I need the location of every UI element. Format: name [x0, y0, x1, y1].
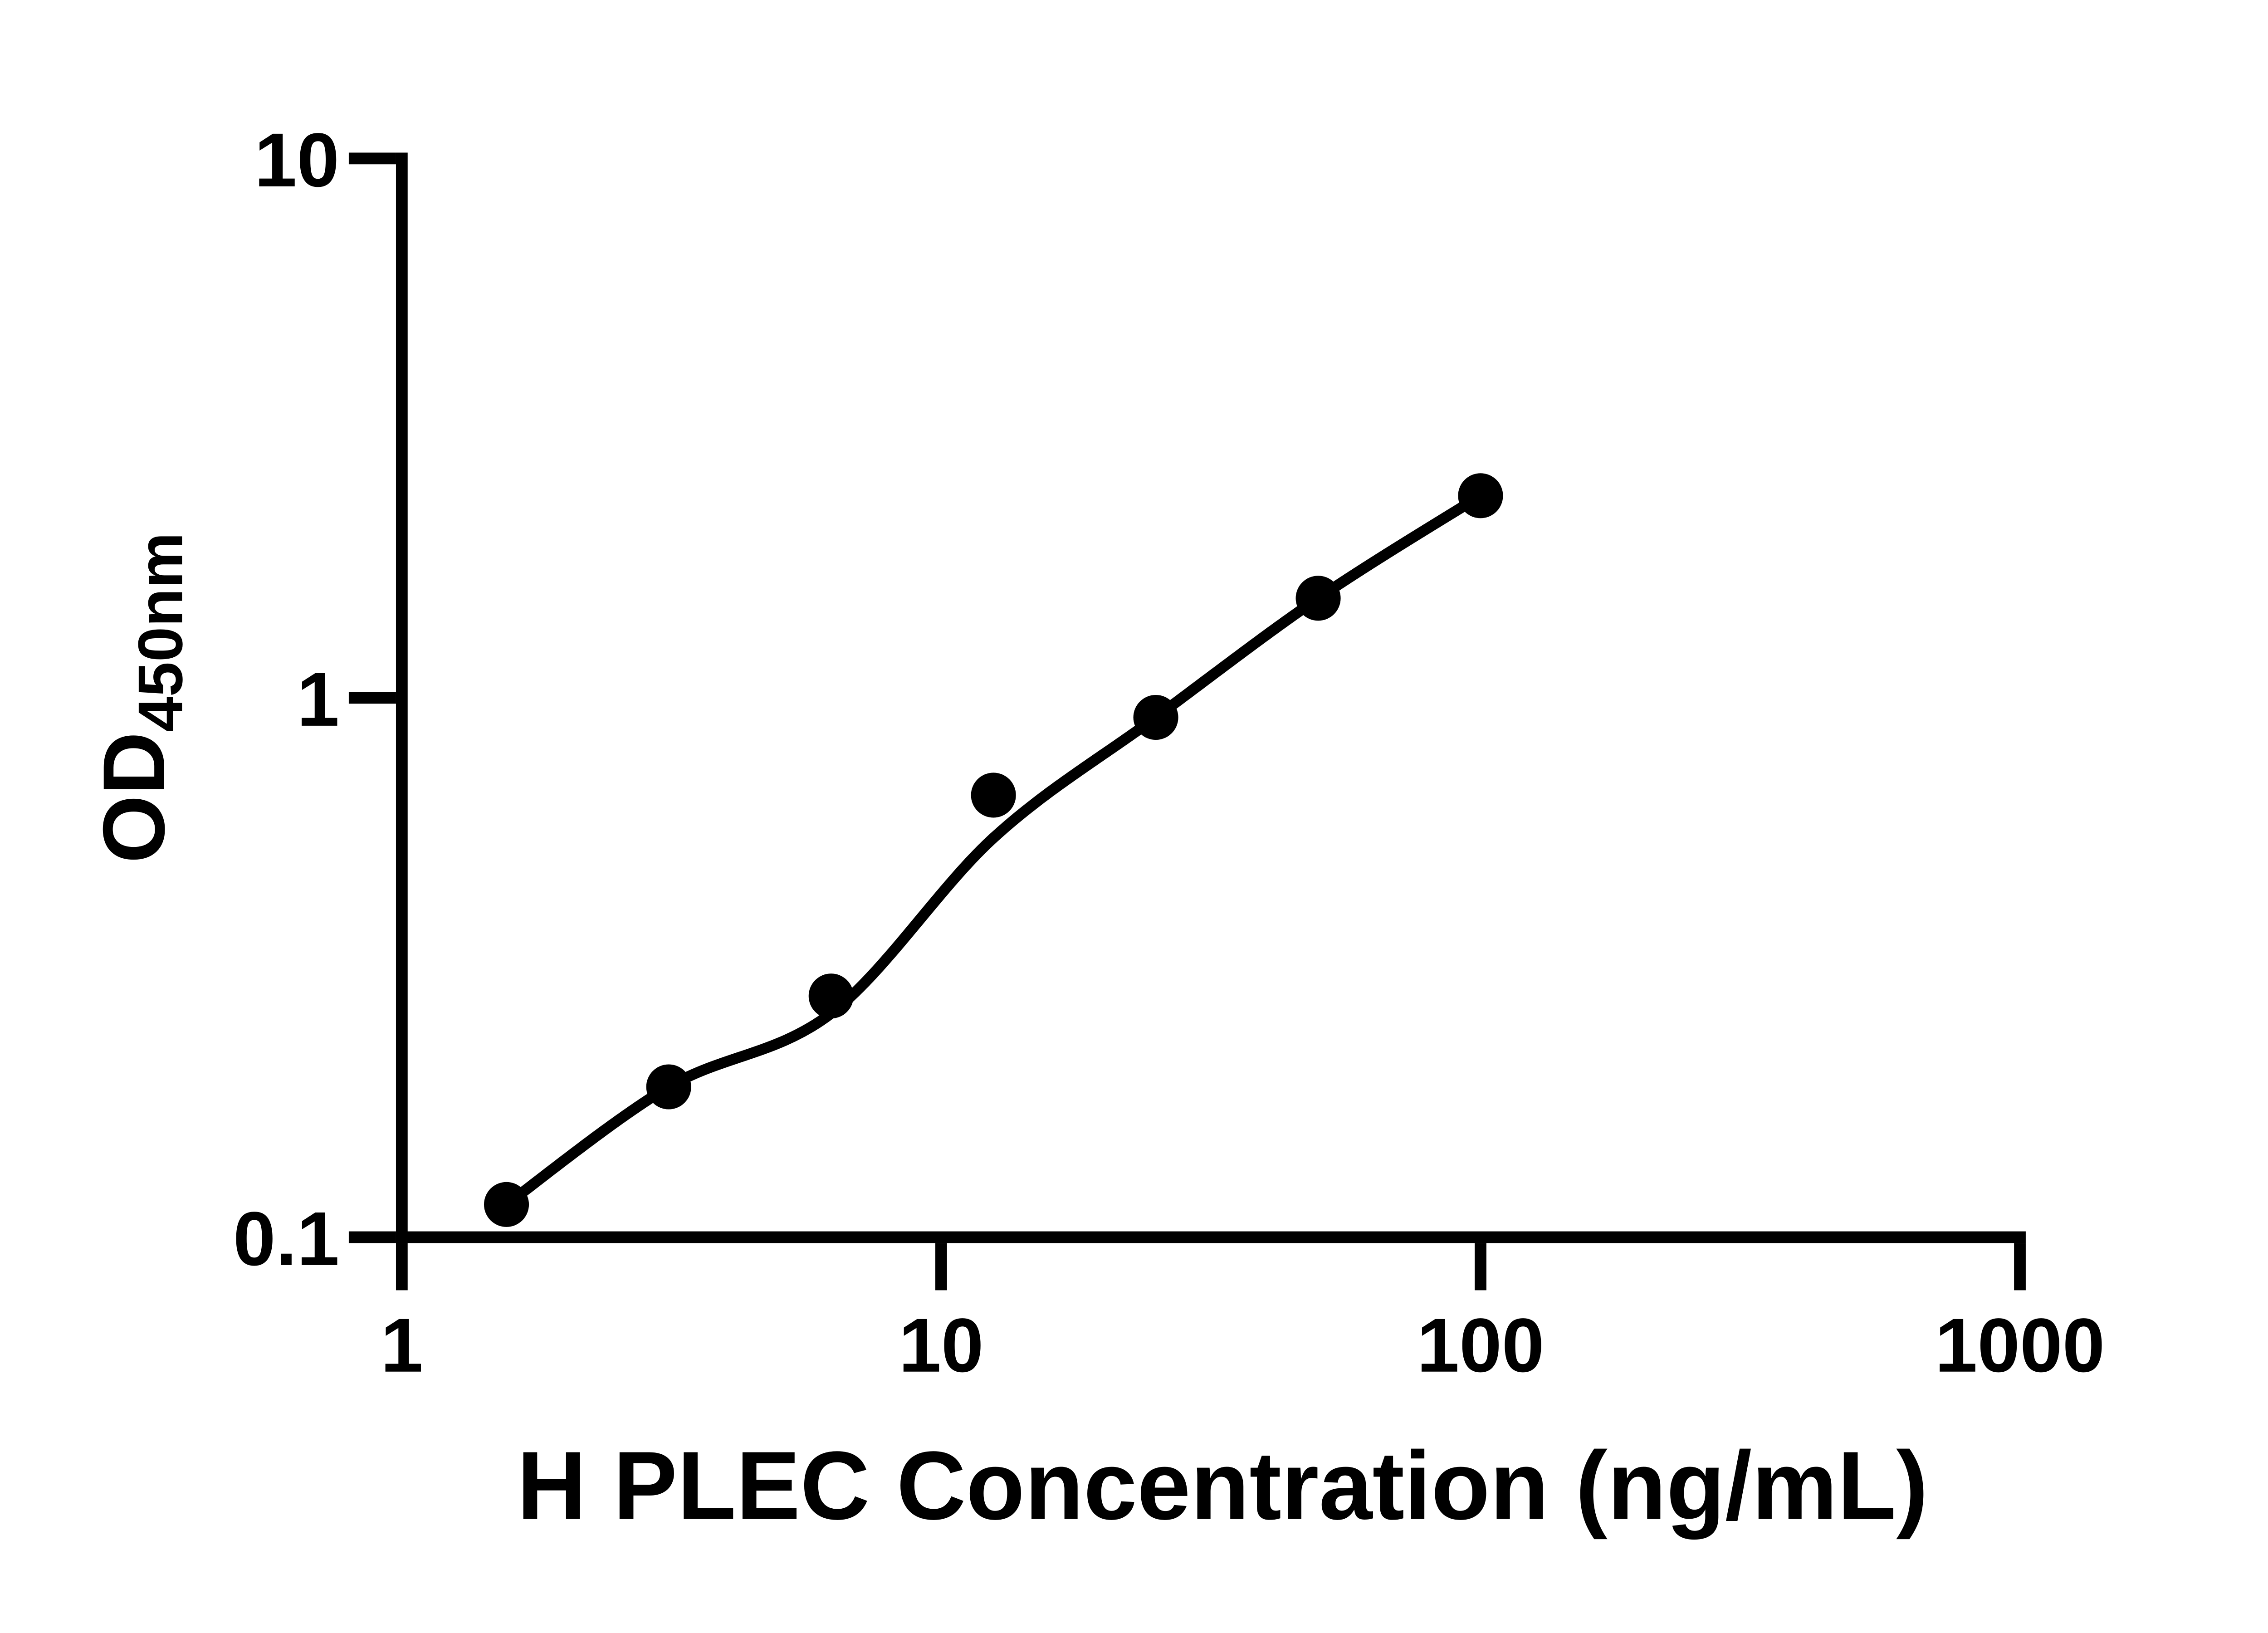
- x-axis-tick: [396, 1243, 408, 1291]
- data-point-marker: [646, 1064, 691, 1110]
- x-axis-line: [396, 1231, 2026, 1243]
- x-axis-tick-label: 1: [381, 1303, 423, 1388]
- y-axis-tick: [348, 152, 396, 165]
- y-axis-title: OD450nm: [85, 533, 196, 863]
- data-point-marker: [808, 973, 854, 1019]
- x-axis-tick-label: 10: [899, 1303, 983, 1388]
- data-point-marker: [484, 1182, 529, 1227]
- y-axis-title-main: OD: [85, 732, 183, 863]
- y-axis-tick: [348, 692, 396, 704]
- data-point-marker: [1295, 576, 1341, 621]
- data-point-marker: [1133, 694, 1178, 740]
- x-axis-tick: [1475, 1243, 1486, 1291]
- x-axis-tick-label: 100: [1417, 1303, 1544, 1388]
- y-axis-tick: [348, 1231, 396, 1243]
- points-group: [484, 473, 1503, 1227]
- y-axis-tick-label: 0.1: [233, 1196, 339, 1281]
- axes-group: [348, 152, 2026, 1291]
- y-axis-line: [396, 152, 408, 1243]
- y-axis-tick-label: 1: [297, 657, 339, 742]
- data-point-marker: [1458, 473, 1503, 518]
- x-axis-tick: [2014, 1243, 2026, 1291]
- y-axis-tick-label: 10: [254, 117, 339, 203]
- x-axis-tick-label: 1000: [1935, 1303, 2105, 1388]
- x-axis-tick: [935, 1243, 947, 1291]
- y-axis-title-subscript: 450nm: [125, 533, 196, 732]
- x-axis-title: H PLEC Concentration (ng/mL): [517, 1432, 1928, 1540]
- data-point-marker: [971, 772, 1016, 818]
- tick-labels-group: 0.1 1 10 1 10 100 1000: [233, 117, 2105, 1388]
